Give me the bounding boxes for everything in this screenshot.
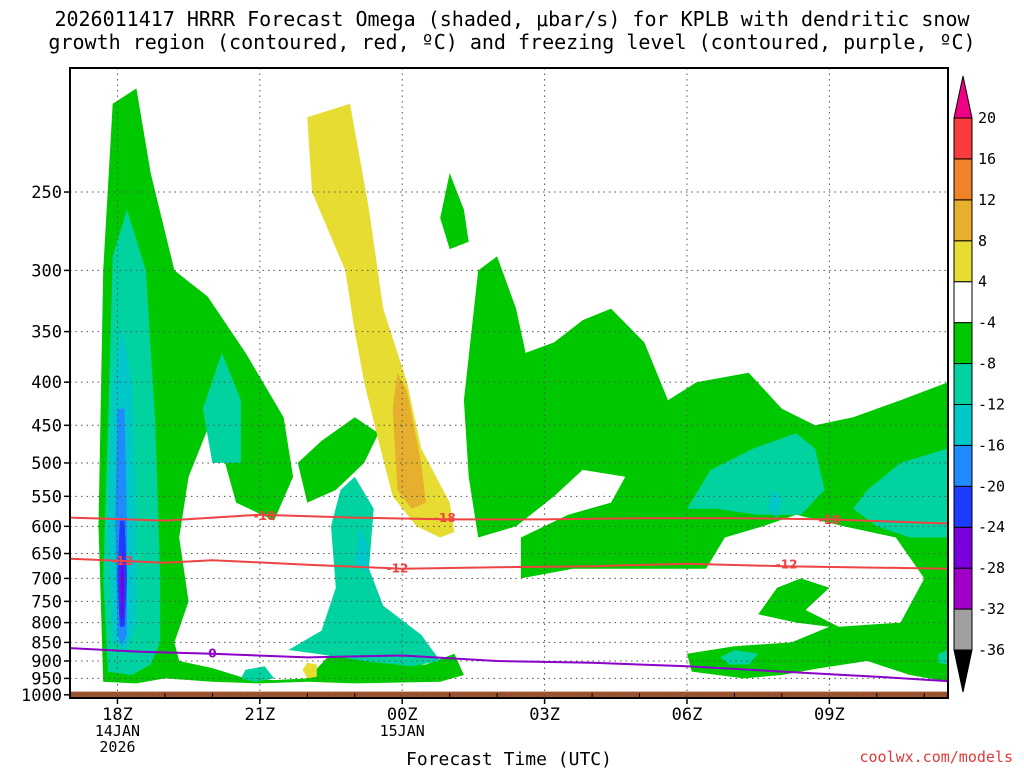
y-tick-label-300: 300 [31, 261, 62, 281]
colorbar-label-11: 12 [978, 191, 996, 209]
colorbar-label-1: -32 [978, 600, 1005, 618]
omega-region-m4-1 [297, 417, 379, 503]
x-tick-label-18-1: 14JAN [95, 722, 140, 740]
colorbar-under-arrow [953, 649, 973, 693]
dgz-contour-line-0 [70, 513, 948, 525]
omega-region-4-19 [302, 662, 317, 679]
title-line-1: 2026011417 HRRR Forecast Omega (shaded, … [54, 7, 970, 31]
colorbar-label-13: 20 [978, 109, 996, 127]
colorbar-swatch-11 [953, 158, 973, 201]
colorbar-swatch-6 [953, 363, 973, 405]
omega-region-m4-3 [440, 173, 469, 250]
y-tick-label-1000: 1000 [21, 686, 62, 706]
x-tick-label-30-0: 06Z [672, 705, 703, 725]
colorbar-label-0: -36 [978, 641, 1005, 659]
omega-region-m4-2 [463, 256, 948, 682]
colorbar-swatch-4 [953, 444, 973, 487]
colorbar-label-9: 4 [978, 273, 987, 291]
omega-region-m8-6 [288, 476, 441, 667]
omega-region-m8-8 [687, 433, 825, 515]
colorbar-swatch-12 [953, 117, 973, 160]
omega-region-m12-13 [354, 526, 369, 574]
x-tick-label-18-0: 18Z [102, 705, 133, 725]
dgz-contour-label-1-2: -12 [776, 558, 798, 572]
colorbar-label-10: 8 [978, 232, 987, 250]
dgz-contour-label-0-2: -18 [819, 513, 841, 527]
colorbar-swatch-10 [953, 199, 973, 242]
ground-layer [70, 691, 948, 698]
colorbar-label-5: -16 [978, 436, 1005, 454]
colorbar-swatch-7 [953, 322, 973, 365]
dgz-contour-line-1 [70, 557, 948, 570]
y-axis: 2503003504004505005506006507007508008509… [21, 183, 70, 706]
x-tick-label-27-0: 03Z [529, 705, 560, 725]
contour-lines [70, 513, 948, 683]
colorbar-swatch-9 [953, 240, 973, 283]
y-tick-label-400: 400 [31, 373, 62, 393]
colorbar-label-2: -28 [978, 559, 1005, 577]
credit-label: coolwx.com/models [859, 748, 1013, 766]
y-tick-label-700: 700 [31, 569, 62, 589]
omega-region-m24-17 [120, 548, 125, 619]
y-tick-label-950: 950 [31, 669, 62, 689]
colorbar-swatch-5 [953, 403, 973, 446]
colorbar-label-12: 16 [978, 150, 996, 168]
y-tick-label-750: 750 [31, 592, 62, 612]
colorbar-label-7: -8 [978, 355, 996, 373]
colorbar-swatch-1 [953, 567, 973, 610]
y-tick-label-800: 800 [31, 614, 62, 634]
omega-region-m8-10 [720, 650, 759, 665]
dgz-contour-label-1-1: -12 [387, 562, 409, 576]
x-axis-title: Forecast Time (UTC) [406, 749, 612, 768]
colorbar: -36 -32 -28 -24 -20 -16 -12 -8 -4 4 8 12 16 20 [953, 75, 1005, 693]
y-tick-label-600: 600 [31, 517, 62, 537]
freezing-contour-label-0-0: 0 [208, 647, 216, 661]
y-tick-label-850: 850 [31, 633, 62, 653]
omega-region-4-18 [307, 103, 455, 538]
colorbar-swatch-8 [953, 281, 973, 324]
dgz-contour-label-1-0: -12 [111, 554, 133, 568]
freezing-contour-line-0 [70, 647, 948, 683]
y-tick-label-450: 450 [31, 416, 62, 436]
omega-region-m8-9 [853, 448, 948, 538]
y-tick-label-500: 500 [31, 454, 62, 474]
omega-region-8-20 [392, 372, 426, 509]
grid-lines [70, 68, 948, 698]
x-tick-label-18-2: 2026 [99, 738, 135, 756]
dgz-contour-label-0-0: -18 [254, 509, 276, 523]
colorbar-label-8: -4 [978, 314, 996, 332]
plot-frame [69, 67, 949, 699]
y-tick-label-900: 900 [31, 652, 62, 672]
colorbar-over-arrow [953, 75, 973, 119]
title-line-2: growth region (contoured, red, ºC) and f… [48, 30, 976, 54]
colorbar-swatch-2 [953, 526, 973, 569]
y-tick-label-350: 350 [31, 323, 62, 343]
x-tick-label-24-1: 15JAN [380, 722, 425, 740]
x-tick-label-24-0: 00Z [387, 705, 418, 725]
dgz-contour-label-0-1: -18 [434, 511, 456, 525]
colorbar-swatch-0 [953, 608, 973, 651]
y-tick-label-650: 650 [31, 545, 62, 565]
y-tick-label-250: 250 [31, 183, 62, 203]
omega-region-m12-14 [767, 490, 782, 518]
colorbar-label-6: -12 [978, 395, 1005, 413]
omega-region-m8-7 [240, 666, 275, 682]
ground-surface [70, 691, 948, 698]
chart-title: 2026011417 HRRR Forecast Omega (shaded, … [0, 8, 1024, 54]
y-tick-label-550: 550 [31, 487, 62, 507]
colorbar-label-3: -24 [978, 518, 1005, 536]
colorbar-label-4: -20 [978, 477, 1005, 495]
x-tick-label-21-0: 21Z [244, 705, 275, 725]
colorbar-swatch-3 [953, 485, 973, 528]
omega-region-m8-5 [202, 352, 241, 463]
contour-labels: -18 -18 -18 -12 -12 -12 0 [111, 509, 840, 661]
x-tick-label-33-0: 09Z [814, 705, 845, 725]
